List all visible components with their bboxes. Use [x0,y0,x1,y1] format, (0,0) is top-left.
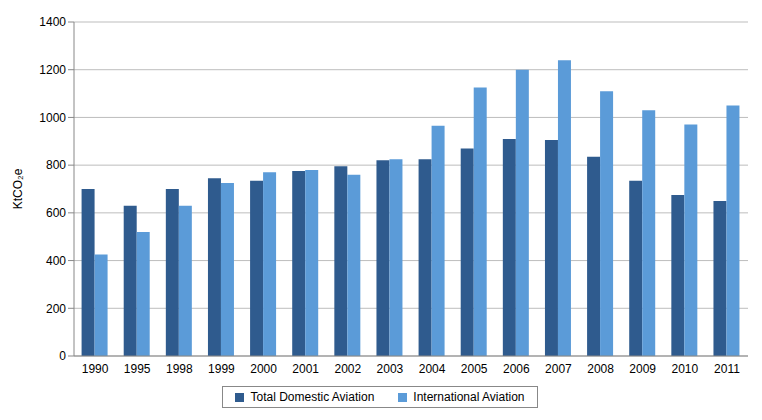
svg-text:KtCO₂e: KtCO₂e [11,168,25,209]
svg-text:2007: 2007 [545,362,572,376]
svg-text:200: 200 [46,302,66,316]
html-text:Total Domestic Aviation: Total Domestic Aviation [250,390,375,404]
svg-text:2001: 2001 [292,362,319,376]
svg-text:1200: 1200 [39,63,66,77]
svg-text:1400: 1400 [39,15,66,29]
svg-text:2010: 2010 [671,362,698,376]
svg-text:2002: 2002 [334,362,361,376]
svg-text:600: 600 [46,206,66,220]
svg-text:2009: 2009 [629,362,656,376]
svg-text:2000: 2000 [250,362,277,376]
svg-text:1995: 1995 [124,362,151,376]
html-text:International Aviation: International Aviation [413,390,525,404]
svg-text:1990: 1990 [82,362,109,376]
svg-text:2006: 2006 [503,362,530,376]
svg-text:2004: 2004 [419,362,446,376]
svg-text:2005: 2005 [461,362,488,376]
svg-text:0: 0 [59,349,66,363]
svg-text:800: 800 [46,158,66,172]
svg-text:2008: 2008 [587,362,614,376]
svg-text:1000: 1000 [39,111,66,125]
svg-text:1998: 1998 [166,362,193,376]
svg-text:2003: 2003 [377,362,404,376]
svg-text:400: 400 [46,254,66,268]
svg-text:2011: 2011 [714,362,740,376]
svg-text:1999: 1999 [208,362,235,376]
